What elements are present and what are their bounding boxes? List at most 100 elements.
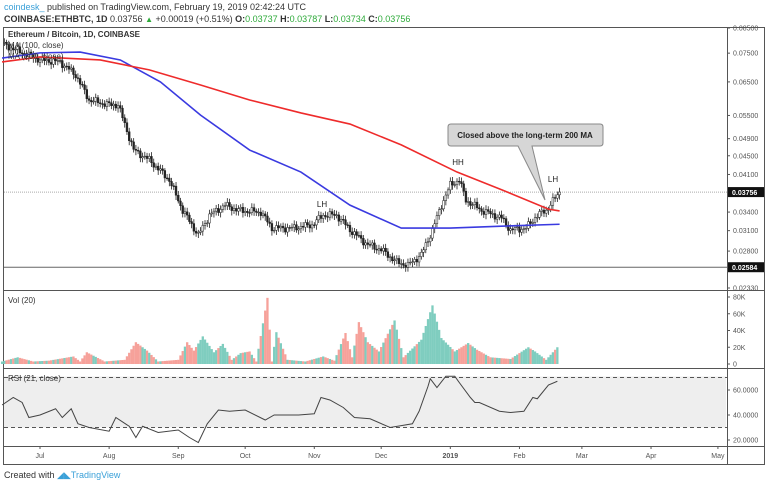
tradingview-link[interactable]: TradingView [70,470,121,480]
price-tick-label: 0.06500 [733,79,758,86]
candle [299,226,303,230]
volume-bar [27,360,30,364]
tradingview-logo-icon[interactable]: ◢◣ [57,470,71,480]
volume-bar [5,360,8,364]
volume-bar [190,347,193,364]
volume-bar [397,338,401,364]
candle [174,185,178,196]
volume-bar [143,348,146,364]
volume-bar [70,356,73,364]
volume-bar [333,360,336,364]
volume-tick-label: 20K [733,345,746,352]
volume-bar [246,351,249,364]
candle [170,181,173,187]
ma100-legend: MA (100, close) [8,41,64,50]
volume-bar [199,339,202,364]
volume-bar [484,354,488,364]
candle [373,242,376,250]
volume-bar [206,342,209,364]
price-label: 0.03756 [732,190,757,197]
volume-bar [431,305,434,364]
candle [116,105,120,109]
volume-bar [177,359,180,364]
candle [301,226,305,228]
volume-bar [275,332,278,364]
rsi-tick-label: 60.0000 [733,388,758,395]
candle [264,213,267,217]
candle [268,221,271,224]
volume-bar [480,352,483,364]
volume-bar [301,361,305,364]
volume-bar [406,352,410,364]
candle [487,209,490,212]
candle [132,141,135,150]
volume-bar [157,361,160,364]
candle [551,197,555,206]
candle [304,222,307,228]
volume-bar [509,358,512,364]
volume-bar [63,357,66,364]
candle [168,177,171,182]
volume-bar [438,329,441,364]
candle [417,256,421,263]
volume-bar [121,359,124,364]
volume-bar [500,358,503,364]
volume-bar [192,350,196,364]
candle [413,259,416,263]
volume-bar [94,356,97,364]
candle [397,258,401,264]
volume-bar [442,340,445,364]
volume-bar [170,360,173,364]
candle [313,224,316,226]
candle [467,201,470,203]
volume-bar [355,333,358,364]
candle [435,215,439,224]
callout-text: Closed above the long-term 200 MA [457,131,593,140]
last-price: 0.03756 [110,14,143,24]
candle [145,155,149,159]
volume-bar [261,323,265,364]
volume-bar [148,352,151,364]
candle [453,184,456,186]
volume-bar [16,357,19,364]
volume-bar [415,344,419,364]
ma200-legend: MA (200, close) [8,52,64,61]
volume-bar [453,351,456,364]
volume-bar [83,355,86,364]
candle [324,215,327,217]
volume-bar [47,360,51,364]
volume-bar [134,342,138,364]
candle [415,259,419,263]
candle [141,156,144,159]
volume-bar [52,359,55,364]
candle [223,205,227,207]
candle [496,216,499,220]
x-tick-label: Sep [172,453,185,460]
candle [335,214,338,216]
volume-bar [290,360,294,364]
volume-bar [259,336,262,364]
author-link[interactable]: coindesk_ [4,2,45,12]
volume-bar [257,348,260,364]
volume-bar [65,357,68,364]
candle [346,224,349,226]
candle [545,209,548,214]
volume-bar [422,332,425,364]
candle [277,225,280,229]
volume-bar [527,347,530,364]
volume-bar [293,360,296,364]
volume-tick-label: 60K [733,311,746,318]
candle [386,251,390,258]
volume-bar [125,356,129,364]
candle [322,215,325,219]
volume-bar [326,358,329,364]
volume-bar [489,357,492,364]
price-tick-label: 0.03400 [733,210,758,217]
candle [366,242,369,245]
volume-bar [235,356,238,364]
volume-bar [518,353,521,364]
volume-bar [110,360,113,364]
candle [328,211,332,218]
candle [152,162,155,168]
